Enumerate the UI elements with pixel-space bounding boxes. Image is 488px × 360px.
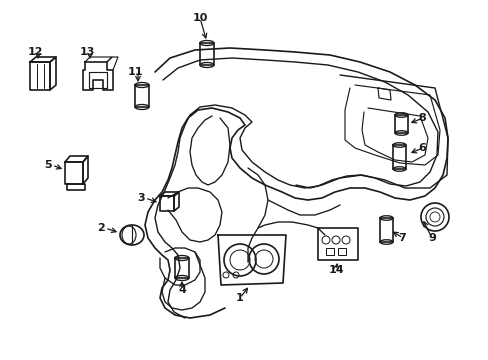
Text: 7: 7: [397, 233, 405, 243]
Text: 2: 2: [97, 223, 105, 233]
Text: 10: 10: [192, 13, 207, 23]
Text: 13: 13: [80, 47, 95, 57]
Text: 11: 11: [128, 67, 143, 77]
Text: 4: 4: [178, 285, 185, 295]
Text: 1: 1: [236, 293, 244, 303]
Bar: [325, 248, 333, 255]
Text: 6: 6: [417, 143, 425, 153]
Text: 9: 9: [427, 233, 435, 243]
Bar: [337, 248, 346, 255]
Text: 12: 12: [28, 47, 43, 57]
Text: 14: 14: [327, 265, 343, 275]
Text: 8: 8: [417, 113, 425, 123]
Text: 5: 5: [44, 160, 52, 170]
Text: 3: 3: [137, 193, 145, 203]
